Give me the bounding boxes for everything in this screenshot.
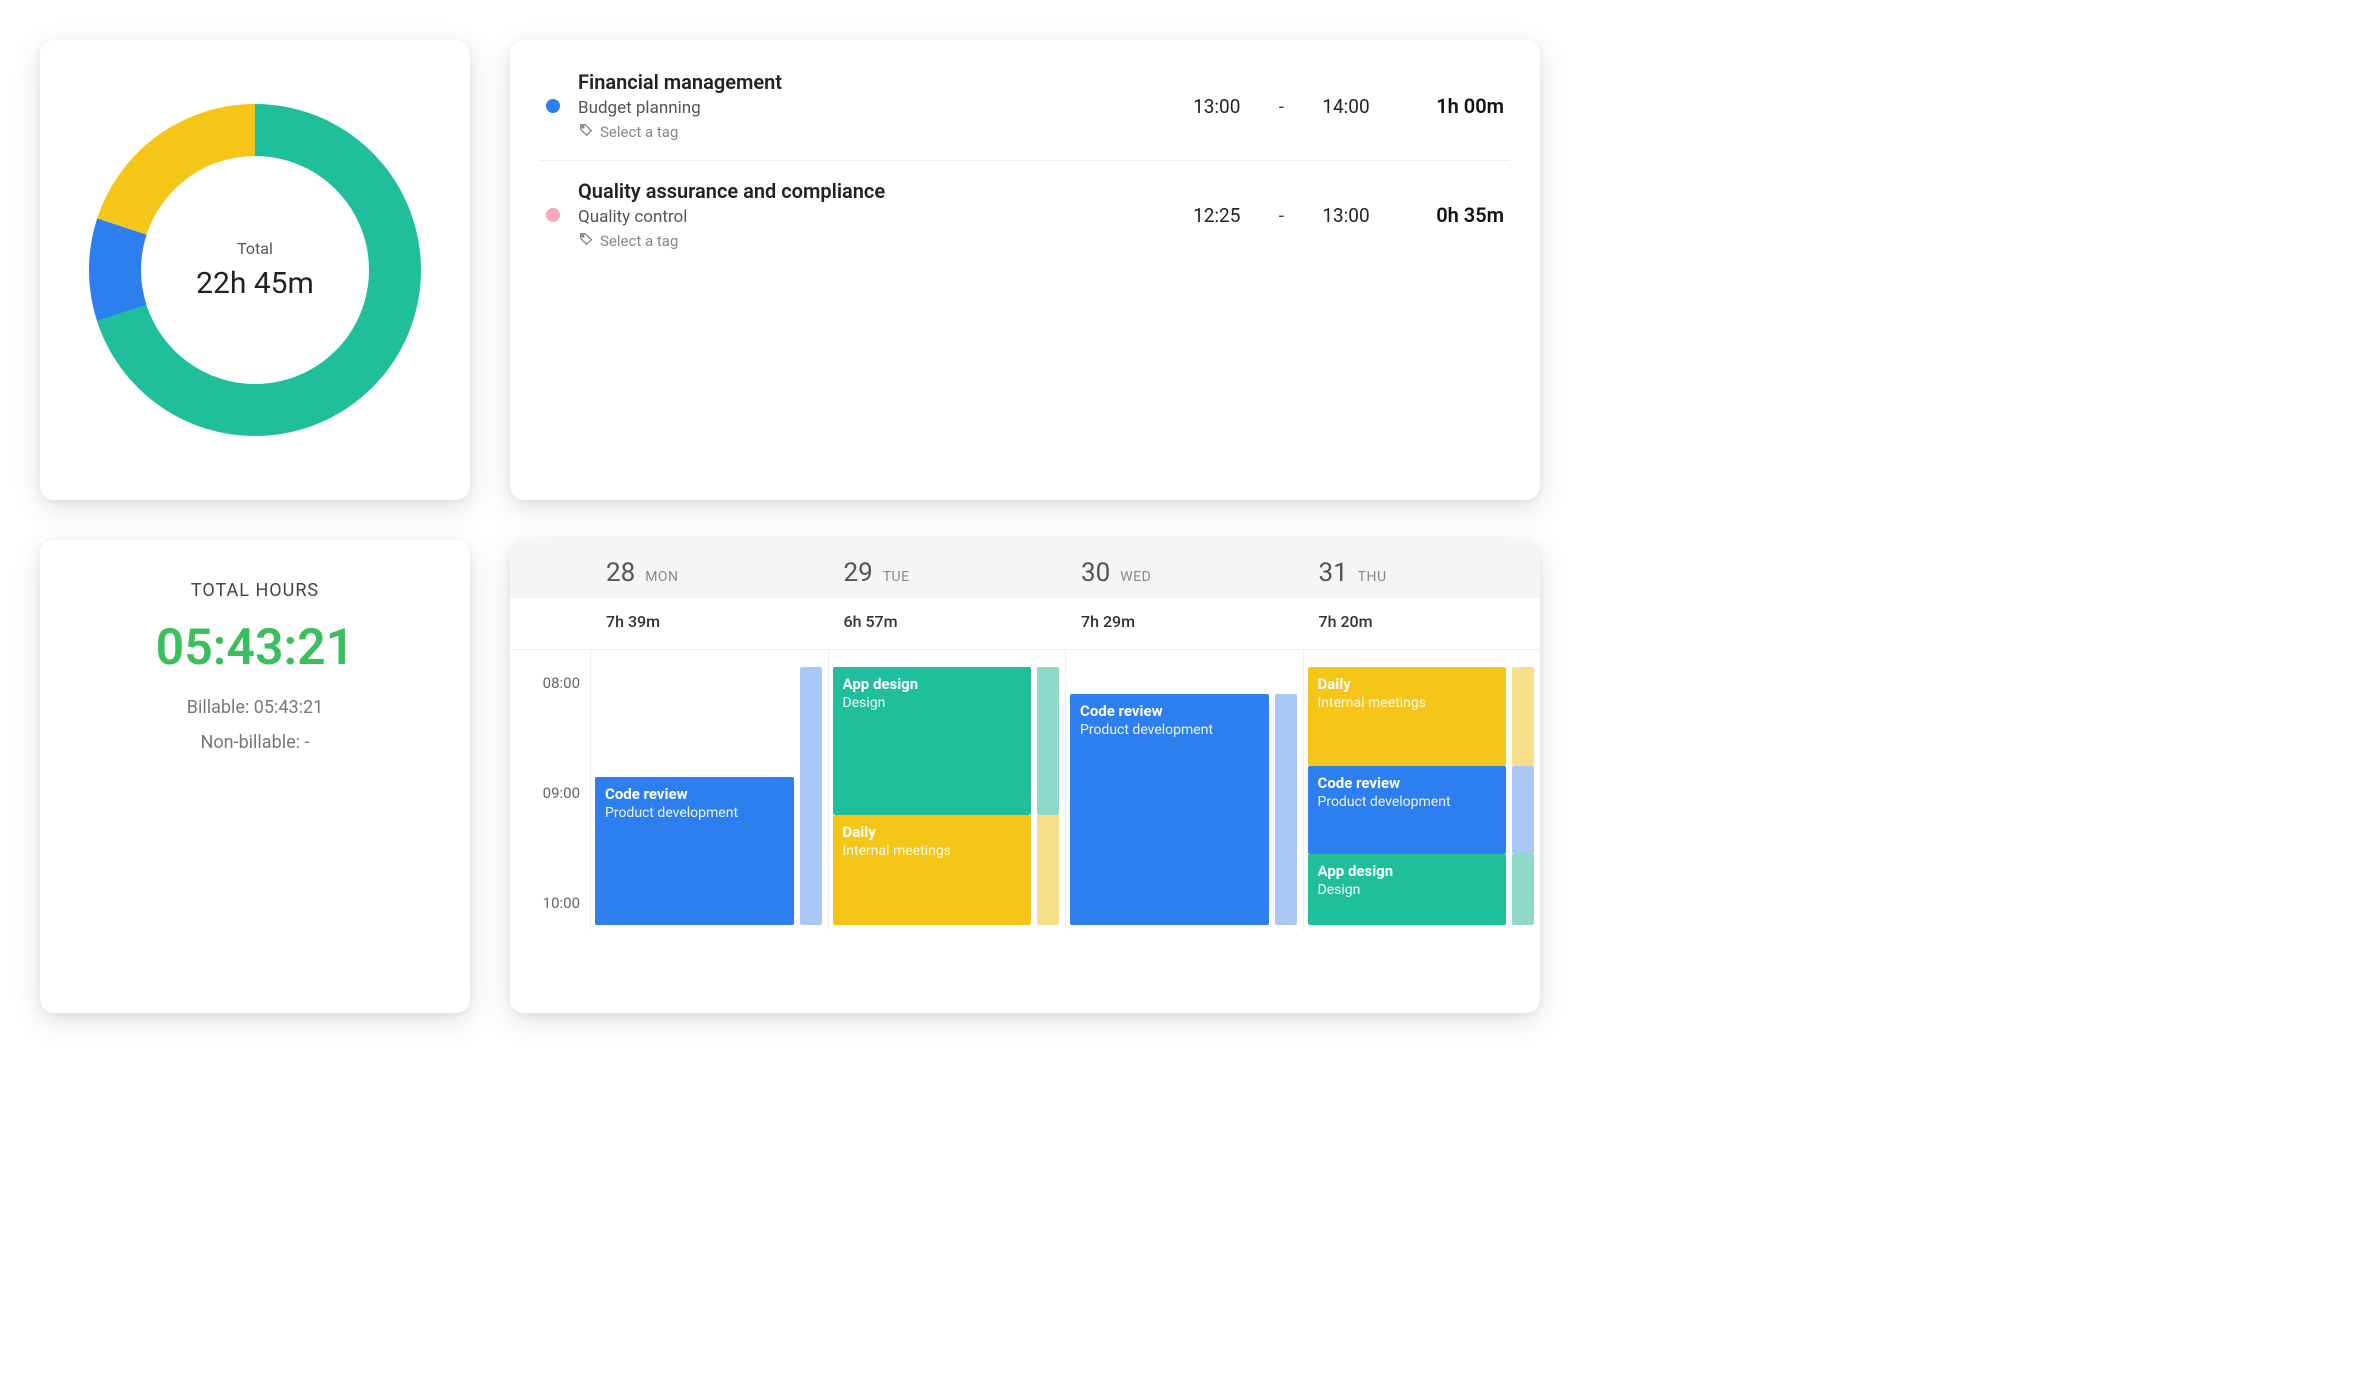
event-subtitle: Design bbox=[1318, 882, 1497, 899]
donut-total-label: Total bbox=[237, 239, 273, 258]
calendar-event[interactable]: App design Design bbox=[833, 667, 1032, 816]
time-separator: - bbox=[1265, 204, 1298, 227]
event-title: App design bbox=[843, 675, 1022, 693]
event-subtitle: Internal meetings bbox=[843, 843, 1022, 860]
calendar-event[interactable]: App design Design bbox=[1308, 854, 1507, 926]
entry-start-time[interactable]: 13:00 bbox=[1187, 95, 1247, 118]
select-tag-label: Select a tag bbox=[600, 123, 678, 141]
event-title: Code review bbox=[1318, 774, 1497, 792]
calendar-side-marker bbox=[1037, 667, 1059, 816]
day-name: TUE bbox=[883, 569, 910, 585]
time-separator: - bbox=[1265, 95, 1298, 118]
event-title: Code review bbox=[1080, 702, 1259, 720]
day-total-hours: 7h 20m bbox=[1303, 598, 1541, 649]
calendar-day-column[interactable]: Code review Product development bbox=[1065, 650, 1303, 930]
event-title: App design bbox=[1318, 862, 1497, 880]
event-subtitle: Product development bbox=[605, 805, 784, 822]
time-entries-card: Financial management Budget planning Selec… bbox=[510, 40, 1540, 500]
day-number: 29 bbox=[844, 558, 873, 588]
project-color-dot bbox=[546, 99, 560, 113]
calendar-side-marker bbox=[800, 667, 822, 926]
calendar-side-marker bbox=[1512, 766, 1534, 854]
entry-subtitle: Budget planning bbox=[578, 98, 1169, 118]
calendar-side-marker bbox=[1037, 815, 1059, 925]
calendar-day-header[interactable]: 29 TUE bbox=[828, 540, 1066, 598]
event-title: Daily bbox=[1318, 675, 1497, 693]
calendar-card: 28 MON29 TUE30 WED31 THU 7h 39m6h 57m7h … bbox=[510, 540, 1540, 1013]
total-hours-timer: 05:43:21 bbox=[70, 619, 440, 677]
event-subtitle: Internal meetings bbox=[1318, 695, 1497, 712]
entry-title: Quality assurance and compliance bbox=[578, 179, 1169, 203]
calendar-day-column[interactable]: App design Design Daily Internal meetings bbox=[828, 650, 1066, 930]
day-name: THU bbox=[1358, 569, 1387, 585]
total-hours-title: TOTAL HOURS bbox=[70, 580, 440, 601]
project-color-dot bbox=[546, 208, 560, 222]
time-axis-label: 10:00 bbox=[510, 894, 590, 1004]
event-subtitle: Design bbox=[843, 695, 1022, 712]
entry-start-time[interactable]: 12:25 bbox=[1187, 204, 1247, 227]
event-title: Code review bbox=[605, 785, 784, 803]
event-subtitle: Product development bbox=[1318, 794, 1497, 811]
calendar-event[interactable]: Daily Internal meetings bbox=[1308, 667, 1507, 766]
tag-icon bbox=[578, 122, 594, 142]
total-hours-card: TOTAL HOURS 05:43:21 Billable: 05:43:21 … bbox=[40, 540, 470, 1013]
calendar-event[interactable]: Daily Internal meetings bbox=[833, 815, 1032, 925]
entry-end-time[interactable]: 14:00 bbox=[1316, 95, 1376, 118]
time-entry-row[interactable]: Financial management Budget planning Selec… bbox=[540, 52, 1510, 160]
day-total-hours: 7h 39m bbox=[590, 598, 828, 649]
time-axis-label: 09:00 bbox=[510, 784, 590, 894]
select-tag-button[interactable]: Select a tag bbox=[578, 122, 1169, 142]
donut-chart-card: Total 22h 45m bbox=[40, 40, 470, 500]
calendar-side-marker bbox=[1275, 694, 1297, 925]
calendar-day-column[interactable]: Daily Internal meetings Code review Product… bbox=[1303, 650, 1541, 930]
select-tag-button[interactable]: Select a tag bbox=[578, 231, 1169, 251]
day-total-hours: 7h 29m bbox=[1065, 598, 1303, 649]
entry-subtitle: Quality control bbox=[578, 207, 1169, 227]
nonbillable-line: Non-billable: - bbox=[70, 732, 440, 753]
time-axis-label: 08:00 bbox=[510, 674, 590, 784]
entry-duration: 0h 35m bbox=[1414, 203, 1504, 227]
calendar-day-header[interactable]: 30 WED bbox=[1065, 540, 1303, 598]
calendar-day-column[interactable]: Code review Product development bbox=[590, 650, 828, 930]
select-tag-label: Select a tag bbox=[600, 232, 678, 250]
event-title: Daily bbox=[843, 823, 1022, 841]
event-subtitle: Product development bbox=[1080, 722, 1259, 739]
day-number: 31 bbox=[1319, 558, 1348, 588]
entry-end-time[interactable]: 13:00 bbox=[1316, 204, 1376, 227]
calendar-event[interactable]: Code review Product development bbox=[1308, 766, 1507, 854]
calendar-day-header[interactable]: 31 THU bbox=[1303, 540, 1541, 598]
day-number: 28 bbox=[606, 558, 635, 588]
calendar-side-marker bbox=[1512, 667, 1534, 766]
day-name: MON bbox=[645, 569, 678, 585]
entry-duration: 1h 00m bbox=[1414, 94, 1504, 118]
calendar-event[interactable]: Code review Product development bbox=[1070, 694, 1269, 925]
day-name: WED bbox=[1120, 569, 1151, 585]
donut-total-value: 22h 45m bbox=[196, 266, 314, 301]
donut-chart: Total 22h 45m bbox=[85, 100, 425, 440]
time-entry-row[interactable]: Quality assurance and compliance Quality … bbox=[540, 160, 1510, 269]
calendar-event[interactable]: Code review Product development bbox=[595, 777, 794, 926]
billable-line: Billable: 05:43:21 bbox=[70, 697, 440, 718]
day-total-hours: 6h 57m bbox=[828, 598, 1066, 649]
calendar-side-marker bbox=[1512, 854, 1534, 926]
entry-title: Financial management bbox=[578, 70, 1169, 94]
tag-icon bbox=[578, 231, 594, 251]
day-number: 30 bbox=[1081, 558, 1110, 588]
calendar-day-header[interactable]: 28 MON bbox=[590, 540, 828, 598]
